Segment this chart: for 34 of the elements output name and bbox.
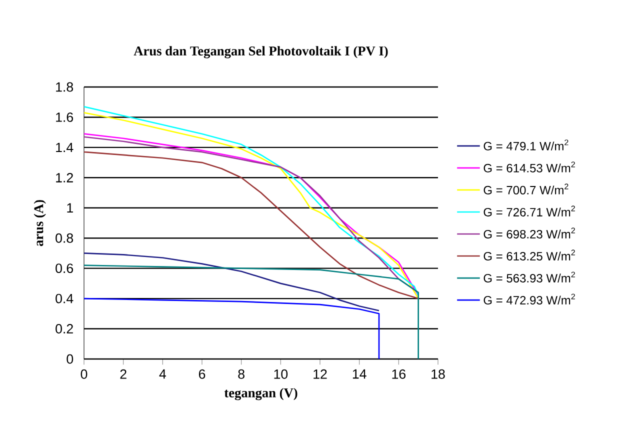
x-tick-label: 8	[238, 369, 244, 379]
legend-label: G = 479.1 W/m$^{2}$	[484, 140, 568, 150]
y-axis-title: arus (A)	[34, 200, 46, 246]
x-tick-label: 18	[432, 369, 445, 379]
legend-label: G = 700.7 W/m$^{2}$	[484, 184, 568, 194]
y-tick-label: 1.8	[56, 82, 74, 92]
x-tick-label: 10	[274, 369, 288, 379]
x-tick-label: 4	[159, 369, 166, 379]
legend-label: G = 698.23 W/m$^{2}$	[484, 228, 575, 238]
y-tick-label: 1.2	[56, 173, 73, 182]
x-tick-label: 16	[392, 369, 406, 379]
x-tick-label: 14	[352, 369, 366, 379]
x-tick-label: 2	[120, 369, 126, 379]
legend-label: G = 614.53 W/m$^{2}$	[484, 162, 575, 172]
y-tick-label: 0.8	[56, 233, 74, 243]
x-axis-title: tegangan (V)	[224, 388, 298, 400]
legend-label: G = 472.93 W/m$^{2}$	[484, 294, 575, 305]
y-tick-label: 0.4	[56, 294, 74, 304]
y-tick-label: 0.6	[56, 264, 74, 274]
line-series	[84, 298, 380, 359]
y-tick-label: 1	[67, 203, 73, 212]
y-tick-label: 1.6	[56, 112, 74, 122]
line-series	[84, 264, 419, 359]
legend-label: G = 726.71 W/m$^{2}$	[484, 206, 575, 216]
chart-title: Arus dan Tegangan Sel Photovoltaik I (PV I)	[134, 46, 388, 58]
y-tick-label: 1.4	[56, 142, 74, 152]
y-tick-label: 0	[66, 354, 74, 364]
x-tick-label: 0	[80, 369, 88, 379]
x-tick-label: 12	[314, 369, 327, 379]
y-tick-label: 0.2	[56, 324, 73, 334]
line-series	[84, 252, 380, 312]
legend-label: G = 613.25 W/m$^{2}$	[484, 250, 575, 260]
x-tick-label: 6	[198, 369, 206, 379]
legend-label: G = 563.93 W/m$^{2}$	[484, 272, 575, 282]
